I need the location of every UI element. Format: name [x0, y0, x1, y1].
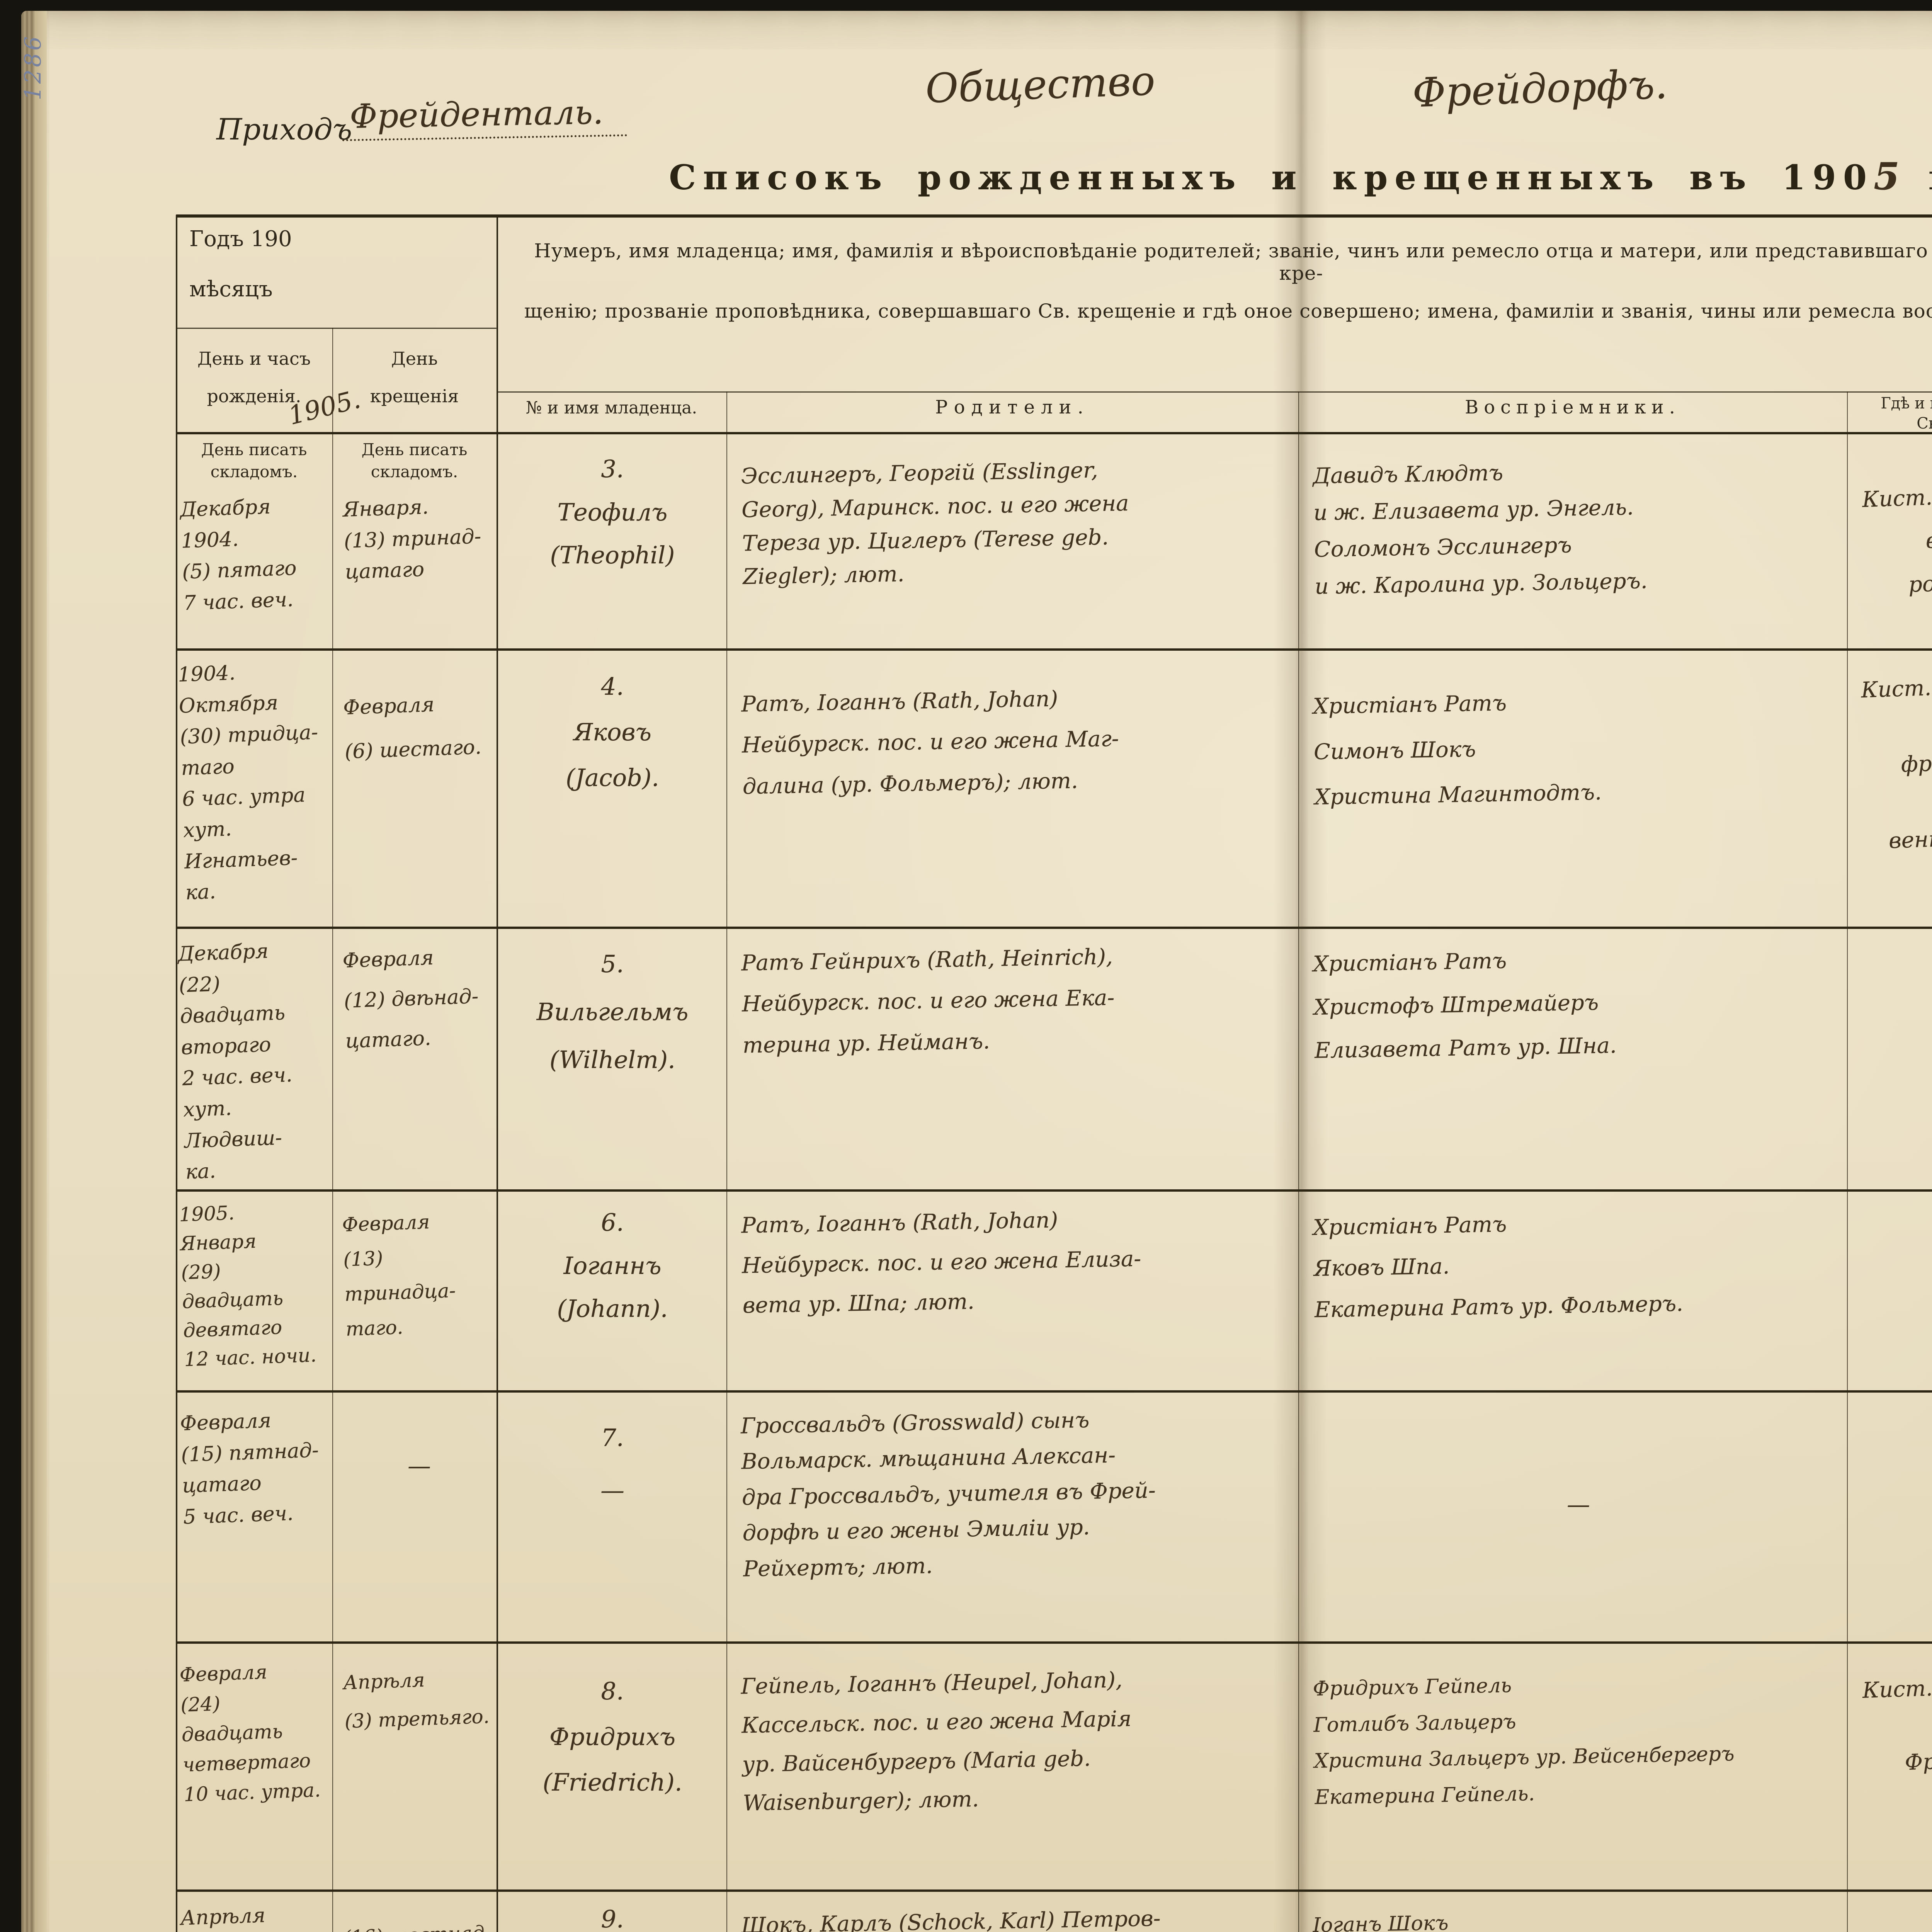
row-baptism: (16) шестнад- цатаго.: [343, 1915, 496, 1932]
row-godparents: Христіанъ Ратъ Яковъ Шпа. Екатерина Ратъ…: [1313, 1212, 1684, 1323]
row-rule-6: [176, 1889, 1932, 1892]
row-birth: Апрѣля (1) перваго 11 час. веч.: [180, 1904, 266, 1930]
col1-right-divider: [497, 214, 498, 1932]
row-rule-1: [176, 648, 1932, 651]
row-child: 9. Эдуардъ (Eduard).: [601, 1905, 624, 1932]
title-year-handwritten: 5: [1874, 155, 1900, 198]
row-birth: Февраля (24) двадцать четвертаго 10 час.…: [179, 1660, 321, 1806]
row-child: 4. Яковъ (Jacob).: [566, 672, 659, 792]
row-child: 7. —: [600, 1423, 624, 1505]
birth-baptism-divider: [332, 328, 333, 1932]
title-prefix: Списокъ рожденныхъ и крещенныхъ въ 190: [669, 157, 1874, 197]
society-label: Общество: [925, 57, 1156, 112]
page-title: Списокъ рожденныхъ и крещенныхъ въ 1905 …: [639, 155, 1932, 198]
row-child: 6. Іоганнъ (Johann).: [557, 1208, 668, 1323]
row-birth: 1905. Января (29) двадцать девятаго 12 ч…: [179, 1201, 317, 1371]
name-parents-divider: [726, 391, 727, 1932]
row-child: 5. Вильгельмъ (Wilhelm).: [536, 950, 689, 1074]
row-parents: Эсслингеръ, Георгій (Esslinger, Georg), …: [741, 457, 1129, 590]
row-parents: Гроссвальдъ (Grosswald) сынъ Вольмарск. …: [740, 1407, 1156, 1582]
row-rule-3: [176, 1189, 1932, 1192]
parish-label: Приходъ: [216, 112, 352, 146]
row-godparents: Христіанъ Ратъ Симонъ Шокъ Христина Маги…: [1313, 690, 1602, 810]
spine-number: 1286: [21, 34, 46, 100]
number-name-col-header: № и имя младенца.: [526, 398, 697, 418]
baptism-day-col-header: День крещенія: [370, 348, 459, 406]
title-suffix: году.: [1929, 157, 1932, 197]
col1-split-rule: [176, 328, 497, 329]
row-godparents: Давидъ Клюдтъ и ж. Елизавета ур. Энгель.…: [1313, 460, 1648, 599]
register-page: 1286 13 12. Приходъ Фрейденталь. Обществ…: [21, 11, 1932, 1932]
table-left-edge: [176, 214, 177, 1932]
row-godparents: —: [1567, 1491, 1590, 1518]
row-baptism: Января. (13) тринад- цатаго: [342, 495, 482, 584]
row-baptism: Апрѣля (3) третьяго.: [343, 1668, 490, 1733]
where-col-header: Гдѣ и кѣмъ совершено Св. крещеніе.: [1881, 395, 1932, 432]
row-baptism: —: [408, 1452, 431, 1480]
row-birth: Декабря 1904. (5) пятаго 7 час. веч.: [179, 495, 297, 615]
subheader-rule: [497, 391, 1932, 393]
table-top-rule: [176, 214, 1932, 218]
row-place: Кист. Гроссвальдъ въ фрейдорфск. молит- …: [1861, 675, 1932, 854]
row-baptism: Февраля (13) тринадца- таго.: [342, 1210, 456, 1340]
society-value: Фрейдорфъ.: [1412, 60, 1668, 117]
row-birth: Декабря (22) двадцать втораго 2 час. веч…: [177, 939, 293, 1184]
row-birth: Февраля (15) пятнад- цатаго 5 час. веч.: [179, 1409, 319, 1529]
godparents-place-divider: [1847, 391, 1848, 1932]
header-description-line2: щенію; прозваніе проповѣдника, совершавш…: [524, 300, 1932, 322]
godparents-col-header: Воспріемники.: [1464, 396, 1681, 418]
parish-value: Фрейденталь.: [342, 92, 627, 141]
header-bottom-rule: [176, 432, 1932, 434]
row-place: тоже.: [1856, 1917, 1932, 1932]
birth-day-col-header: День и часъ рожденія.: [197, 348, 311, 406]
row-godparents: Христіанъ Ратъ Христофъ Штремайеръ Елиза…: [1313, 948, 1617, 1063]
row-child: 3. Теофилъ (Theophil): [550, 455, 675, 570]
row-place: Кист. Гроссвальдъ въ Фрейдорфѣ.: [1862, 1675, 1932, 1776]
month-label: мѣсяцъ: [189, 277, 273, 302]
row-parents: Ратъ, Іоганнъ (Rath, Johan) Нейбургск. п…: [741, 1208, 1141, 1318]
row-place: тоже.: [1856, 1202, 1932, 1244]
row-rule-5: [176, 1641, 1932, 1644]
row-parents: Ратъ, Іоганнъ (Rath, Johan) Нейбургск. п…: [741, 686, 1119, 799]
row-parents: Шокъ, Карлъ (Schock, Karl) Петров- ск. п…: [741, 1906, 1161, 1932]
row-place: тоже.: [1856, 990, 1932, 1032]
parents-col-header: Родители.: [935, 396, 1090, 418]
row-parents: Ратъ Гейнрихъ (Rath, Heinrich), Нейбургс…: [741, 944, 1115, 1058]
row-place: Кист. Гроссвальдъ въ домѣ родителей.: [1862, 485, 1932, 598]
row-rule-4: [176, 1390, 1932, 1393]
row-child: 8. Фридрихъ (Friedrich).: [543, 1677, 682, 1796]
row-place: —: [1857, 1487, 1932, 1523]
row-baptism: Февраля (12) двѣнад- цатаго.: [342, 946, 479, 1053]
page-stack-edge: [34, 11, 47, 1932]
day-note-birth: День писать складомъ.: [201, 440, 307, 481]
year-label: Годъ 190: [189, 226, 292, 252]
day-note-baptism: День писать складомъ.: [361, 440, 468, 481]
row-parents: Гейпель, Іоганнъ (Heupel, Johan), Кассел…: [740, 1667, 1132, 1816]
row-godparents: Фридрихъ Гейпель Готлибъ Зальцеръ Христи…: [1313, 1674, 1735, 1809]
row-baptism: Февраля (6) шестаго.: [343, 693, 482, 764]
book-spine-edge: [21, 11, 34, 1932]
row-godparents: Іоганъ Шокъ Христина Гертнеръ Маргарита …: [1313, 1911, 1449, 1932]
row-birth: 1904. Октября (30) тридца- таго 6 час. у…: [177, 661, 318, 905]
parents-godparents-divider: [1298, 391, 1299, 1932]
page-fold-shadow: [1273, 11, 1327, 1932]
header-description-line1: Нумеръ, имя младенца; имя, фамилія и вѣр…: [534, 240, 1932, 284]
row-rule-2: [176, 927, 1932, 929]
